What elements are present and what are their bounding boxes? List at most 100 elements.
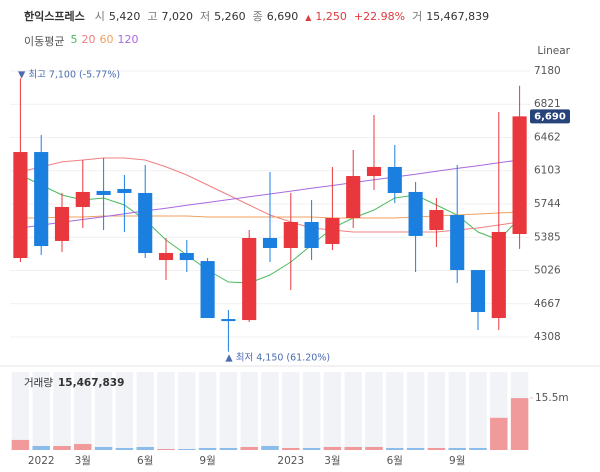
volume-bar xyxy=(53,445,71,450)
volume-tick-label: 15.5m xyxy=(535,392,569,404)
y-tick-label: 5385 xyxy=(534,231,561,243)
y-tick-label: 5026 xyxy=(534,265,561,277)
volume-bar xyxy=(510,398,529,450)
x-tick-label: 3월 xyxy=(324,455,340,467)
price-value: 7,020 xyxy=(161,10,193,23)
volume-column xyxy=(261,372,279,450)
candle-body xyxy=(96,190,111,196)
volume-column xyxy=(448,372,466,450)
up-arrow: ▲ xyxy=(305,13,312,22)
scale-label: Linear xyxy=(537,45,570,57)
y-tick-label: 5744 xyxy=(534,198,561,210)
volume-title: 거래량 15,467,839 xyxy=(24,377,124,389)
annotation: ▲ 최저 4,150 (61.20%) xyxy=(225,352,330,363)
candle-body xyxy=(470,270,486,313)
price-value: 6,690 xyxy=(266,10,299,23)
volume-bar xyxy=(469,447,487,450)
volume-column xyxy=(365,372,383,450)
y-tick-label: 4667 xyxy=(534,298,561,310)
volume-bar xyxy=(448,447,466,450)
change: 1,250 xyxy=(315,10,347,23)
x-tick-label: 3월 xyxy=(75,455,91,467)
annotation-arrow: ▲ xyxy=(225,352,235,363)
volume-column xyxy=(427,372,446,450)
annotation-text: 최저 4,150 (61.20%) xyxy=(236,352,330,363)
ma-legend: 이동평균 5 20 60 120 xyxy=(24,33,138,49)
legend-entry: 120 xyxy=(117,33,139,46)
price-label: 고 xyxy=(147,10,158,23)
x-tick-label: 9월 xyxy=(199,455,215,467)
volume-column xyxy=(344,372,362,450)
volume-column xyxy=(11,372,30,450)
price-label: 저 xyxy=(199,10,211,23)
candle-body xyxy=(200,261,215,319)
candle-body xyxy=(408,191,423,236)
y-tick-label: 6821 xyxy=(534,98,561,110)
volume-bar xyxy=(386,447,404,450)
annotation-text: 최고 7,100 (-5.77%) xyxy=(28,69,120,80)
volume-title-label: 거래량 xyxy=(24,377,53,389)
volume-bar xyxy=(240,446,258,450)
volume-column xyxy=(240,372,258,450)
price-label: 종 xyxy=(252,10,263,23)
candle-body xyxy=(54,206,70,241)
volume-column xyxy=(386,372,404,450)
y-tick-label: 4308 xyxy=(534,331,561,343)
volume-bar xyxy=(32,445,50,450)
candle-body xyxy=(366,166,382,177)
candle-body xyxy=(117,188,132,193)
annotation: ▼ 최고 7,100 (-5.77%) xyxy=(18,69,120,80)
candle-body xyxy=(450,215,465,271)
volume-bar xyxy=(198,447,217,450)
candle-body xyxy=(283,221,298,248)
volume-bar xyxy=(365,446,383,450)
volume-bar xyxy=(11,439,30,450)
volume-column xyxy=(282,372,300,450)
volume-column xyxy=(198,372,217,450)
volume-bar xyxy=(261,445,279,450)
candle-body xyxy=(242,237,257,321)
last-price-label: 6,690 xyxy=(534,111,566,122)
candle-body xyxy=(491,231,506,319)
price-label: 시 xyxy=(94,10,105,23)
x-tick-label: 2023 xyxy=(277,455,304,467)
candle-body xyxy=(346,176,361,218)
candle-body xyxy=(262,237,278,248)
stock-name: 한익스프레스 xyxy=(24,10,85,23)
legend-entry: 60 xyxy=(99,33,114,46)
volume-bar xyxy=(344,446,362,450)
volume-bar xyxy=(219,447,238,450)
legend-entry: 20 xyxy=(81,33,96,46)
volume-column xyxy=(136,372,154,450)
volume-column xyxy=(219,372,238,450)
candle-body xyxy=(75,191,90,207)
header: 한익스프레스 시 5,420 고 7,020 저 5,260 종 6,690 ▲ 1,250 +22.… xyxy=(24,8,492,24)
volume-bar xyxy=(157,448,175,450)
volume-bar xyxy=(323,446,342,450)
last-price-tag xyxy=(530,109,570,124)
volume-bar xyxy=(282,447,300,450)
volume-column xyxy=(157,372,175,450)
volume-column xyxy=(178,372,196,450)
candle-body xyxy=(158,252,174,261)
candle-body xyxy=(512,116,527,235)
volume-column xyxy=(469,372,487,450)
volume-label: 거 xyxy=(412,10,423,23)
volume-column xyxy=(115,372,134,450)
volume-bar xyxy=(94,446,113,450)
legend-entry: 5 xyxy=(70,33,78,46)
annotation-arrow: ▼ xyxy=(18,69,28,80)
volume-column xyxy=(302,372,321,450)
y-tick-label: 6103 xyxy=(534,165,561,177)
volume-bar xyxy=(178,448,196,450)
volume-column xyxy=(32,372,50,450)
volume-bar xyxy=(115,447,134,450)
y-tick-label: 6462 xyxy=(534,131,561,143)
candle-body xyxy=(221,319,236,322)
candle-body xyxy=(179,252,194,261)
candle-body xyxy=(304,221,319,248)
x-tick-label: 6월 xyxy=(137,455,153,467)
volume-value: 15,467,839 xyxy=(426,10,490,23)
